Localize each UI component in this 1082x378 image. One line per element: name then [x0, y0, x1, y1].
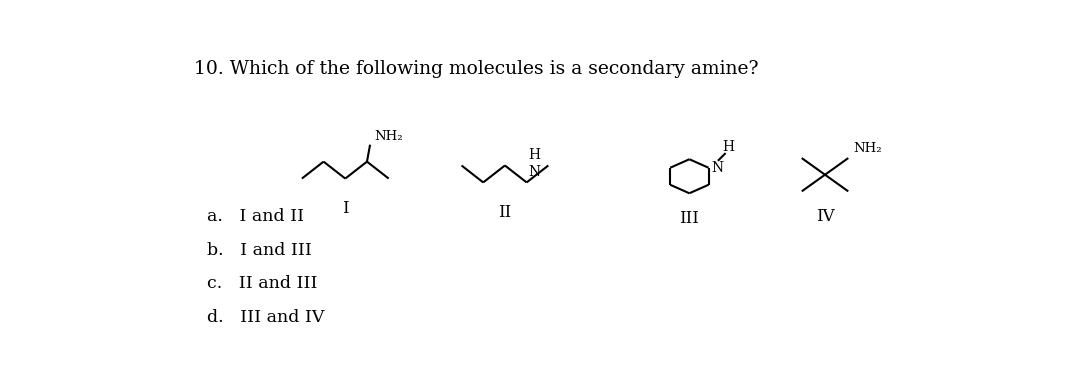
- Text: III: III: [679, 210, 699, 227]
- Text: b.   I and III: b. I and III: [207, 242, 312, 259]
- Text: 10. Which of the following molecules is a secondary amine?: 10. Which of the following molecules is …: [194, 60, 758, 78]
- Text: N: N: [528, 164, 540, 178]
- Text: NH₂: NH₂: [374, 130, 403, 143]
- Text: H: H: [723, 140, 735, 154]
- Text: NH₂: NH₂: [853, 142, 882, 155]
- Text: IV: IV: [816, 208, 834, 225]
- Text: d.   III and IV: d. III and IV: [207, 309, 324, 326]
- Text: II: II: [499, 204, 512, 221]
- Text: c.   II and III: c. II and III: [207, 275, 317, 292]
- Text: N: N: [712, 161, 724, 175]
- Text: a.   I and II: a. I and II: [207, 208, 304, 225]
- Text: I: I: [342, 200, 348, 217]
- Text: H: H: [528, 148, 540, 162]
